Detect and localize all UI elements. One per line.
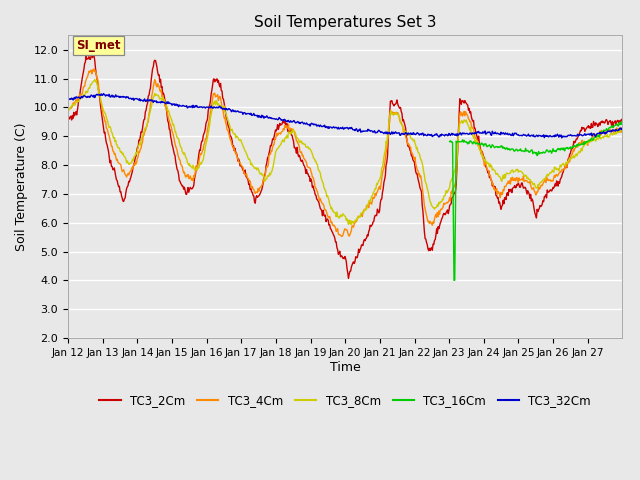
TC3_8Cm	[91, 77, 99, 83]
TC3_4Cm	[435, 208, 443, 214]
TC3_8Cm	[130, 154, 138, 160]
TC3_8Cm	[64, 108, 72, 114]
TC3_32Cm	[403, 130, 411, 136]
TC3_8Cm	[404, 132, 412, 138]
TC3_32Cm	[435, 133, 442, 139]
Line: TC3_32Cm: TC3_32Cm	[68, 94, 623, 138]
TC3_32Cm	[64, 96, 72, 101]
TC3_4Cm	[338, 234, 346, 240]
Line: TC3_4Cm: TC3_4Cm	[68, 69, 623, 237]
Line: TC3_16Cm: TC3_16Cm	[450, 121, 623, 280]
Line: TC3_8Cm: TC3_8Cm	[68, 80, 623, 225]
TC3_32Cm	[280, 117, 288, 122]
TC3_4Cm	[232, 151, 239, 157]
TC3_2Cm	[64, 116, 72, 121]
Title: Soil Temperatures Set 3: Soil Temperatures Set 3	[254, 15, 436, 30]
TC3_2Cm	[280, 120, 288, 126]
TC3_16Cm	[619, 119, 627, 124]
Line: TC3_2Cm: TC3_2Cm	[68, 54, 623, 278]
TC3_2Cm	[232, 149, 239, 155]
TC3_2Cm	[259, 180, 267, 186]
TC3_2Cm	[345, 276, 353, 281]
TC3_4Cm	[90, 66, 97, 72]
TC3_4Cm	[280, 127, 288, 132]
TC3_32Cm	[619, 124, 627, 130]
TC3_4Cm	[619, 128, 627, 133]
TC3_2Cm	[435, 226, 443, 231]
TC3_8Cm	[280, 139, 288, 144]
TC3_2Cm	[404, 143, 412, 148]
TC3_32Cm	[130, 97, 138, 103]
TC3_8Cm	[259, 173, 267, 179]
X-axis label: Time: Time	[330, 360, 360, 373]
TC3_4Cm	[259, 177, 267, 183]
TC3_4Cm	[404, 141, 412, 147]
TC3_8Cm	[232, 135, 239, 141]
TC3_32Cm	[100, 91, 108, 96]
Text: SI_met: SI_met	[76, 39, 121, 52]
TC3_2Cm	[619, 118, 627, 124]
TC3_4Cm	[64, 110, 72, 116]
TC3_8Cm	[348, 222, 355, 228]
TC3_2Cm	[90, 51, 97, 57]
Legend: TC3_2Cm, TC3_4Cm, TC3_8Cm, TC3_16Cm, TC3_32Cm: TC3_2Cm, TC3_4Cm, TC3_8Cm, TC3_16Cm, TC3…	[95, 389, 596, 412]
TC3_2Cm	[130, 162, 138, 168]
TC3_32Cm	[259, 113, 267, 119]
TC3_4Cm	[130, 162, 138, 168]
TC3_8Cm	[619, 125, 627, 131]
TC3_32Cm	[558, 135, 566, 141]
TC3_32Cm	[232, 109, 239, 115]
Y-axis label: Soil Temperature (C): Soil Temperature (C)	[15, 122, 28, 251]
TC3_8Cm	[435, 200, 443, 205]
